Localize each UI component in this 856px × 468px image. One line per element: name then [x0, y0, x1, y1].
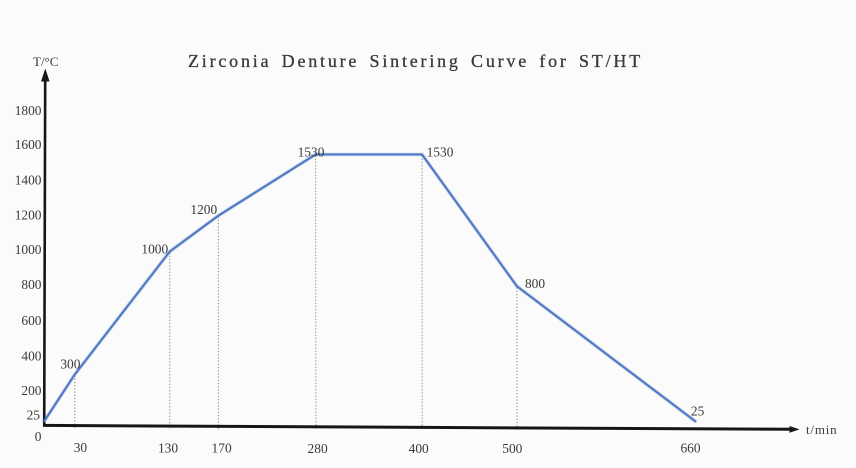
svg-text:0: 0 — [35, 429, 42, 444]
svg-text:400: 400 — [21, 348, 41, 363]
svg-text:Zirconia Denture Sintering Cur: Zirconia Denture Sintering Curve for ST/… — [188, 51, 643, 71]
svg-text:25: 25 — [27, 408, 41, 423]
svg-text:170: 170 — [212, 440, 232, 455]
svg-text:1530: 1530 — [298, 145, 325, 160]
svg-text:1000: 1000 — [15, 242, 42, 257]
svg-text:280: 280 — [308, 441, 328, 456]
svg-text:1600: 1600 — [15, 137, 42, 152]
svg-text:500: 500 — [502, 441, 522, 456]
svg-text:130: 130 — [158, 440, 178, 455]
svg-text:T/°C: T/°C — [33, 54, 58, 69]
svg-text:1200: 1200 — [190, 202, 217, 217]
svg-text:400: 400 — [409, 441, 429, 456]
svg-text:25: 25 — [691, 404, 705, 419]
svg-text:660: 660 — [680, 441, 700, 456]
svg-text:1530: 1530 — [427, 145, 454, 160]
svg-text:200: 200 — [21, 383, 41, 398]
svg-text:1800: 1800 — [15, 103, 42, 118]
svg-text:30: 30 — [74, 440, 88, 455]
svg-text:800: 800 — [525, 276, 545, 291]
svg-text:1200: 1200 — [15, 208, 42, 223]
svg-text:800: 800 — [21, 277, 41, 292]
svg-text:600: 600 — [21, 313, 41, 328]
svg-text:1400: 1400 — [15, 173, 42, 188]
svg-text:t/min: t/min — [806, 422, 837, 437]
svg-text:300: 300 — [60, 357, 80, 372]
svg-text:1000: 1000 — [141, 242, 168, 257]
